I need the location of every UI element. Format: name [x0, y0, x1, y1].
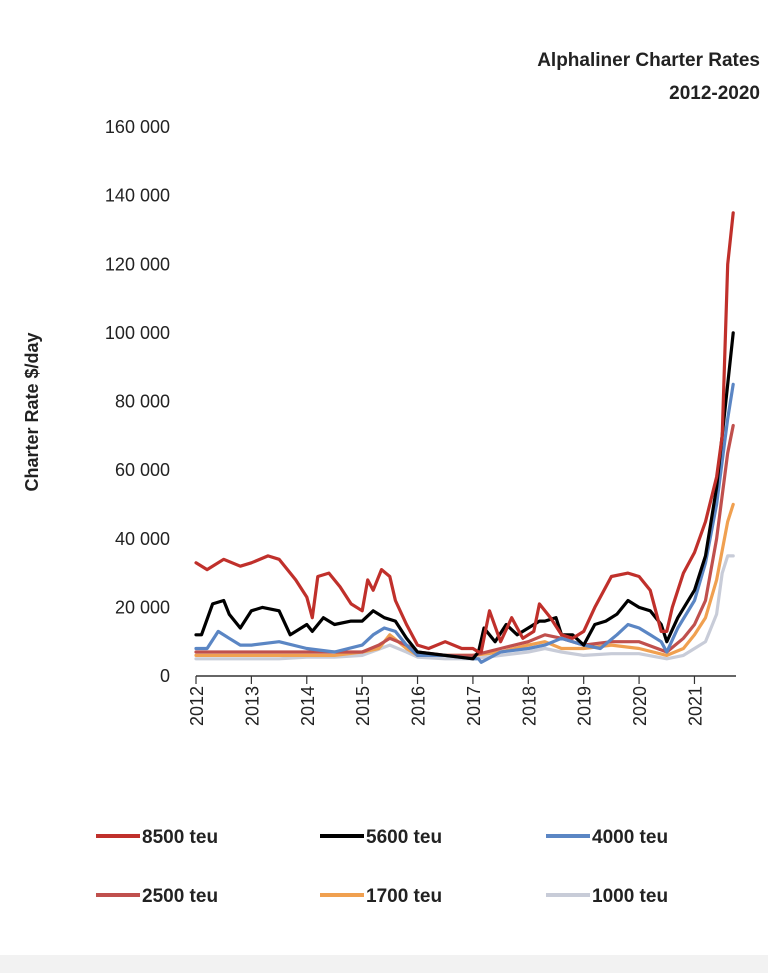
x-tick-label: 2018	[519, 686, 539, 726]
bottom-strip	[0, 955, 768, 973]
y-tick-label: 0	[160, 666, 170, 686]
x-tick-label: 2021	[685, 686, 705, 726]
y-tick-label: 60 000	[115, 460, 170, 480]
legend-label: 1700 teu	[366, 886, 442, 907]
series-line-1700-teu	[194, 502, 735, 658]
legend: 8500 teu 5600 teu 4000 teu 2500 teu 1700 teu…	[96, 827, 668, 907]
series-line-5600-teu	[194, 331, 735, 661]
x-tick-label: 2020	[630, 686, 650, 726]
y-tick-label: 140 000	[105, 186, 170, 206]
legend-label: 1000 teu	[592, 886, 668, 907]
legend-label: 4000 teu	[592, 827, 668, 848]
series-line-8500-teu	[194, 211, 735, 654]
x-tick-label: 2013	[242, 686, 262, 726]
axes	[195, 675, 736, 684]
x-tick-label: 2012	[187, 686, 207, 726]
x-tick-label: 2017	[464, 686, 484, 726]
series-line-4000-teu	[194, 382, 735, 664]
x-tick-label: 2015	[353, 686, 373, 726]
legend-label: 5600 teu	[366, 827, 442, 848]
x-tick-label: 2014	[298, 686, 318, 726]
y-tick-label: 20 000	[115, 597, 170, 617]
x-tick-labels: 2012 2013 2014 2015 2016 2017 2018 2019 2020 2021	[187, 686, 705, 726]
series-line-2500-teu	[194, 423, 735, 658]
y-tick-label: 160 000	[105, 117, 170, 137]
x-tick-label: 2016	[409, 686, 429, 726]
y-tick-label: 80 000	[115, 392, 170, 412]
legend-label: 8500 teu	[142, 827, 218, 848]
y-tick-label: 120 000	[105, 254, 170, 274]
series-line-1000-teu	[194, 554, 735, 661]
series-lines	[194, 211, 735, 664]
legend-label: 2500 teu	[142, 886, 218, 907]
y-axis-label: Charter Rate $/day	[22, 332, 42, 491]
y-tick-label: 40 000	[115, 529, 170, 549]
y-tick-label: 100 000	[105, 323, 170, 343]
y-tick-labels: 0 20 000 40 000 60 000 80 000 100 000 120 000 1…	[105, 117, 170, 686]
x-tick-label: 2019	[575, 686, 595, 726]
chart-title-line-1: Alphaliner Charter Rates	[537, 50, 760, 71]
chart-title-line-2: 2012-2020	[669, 83, 760, 104]
